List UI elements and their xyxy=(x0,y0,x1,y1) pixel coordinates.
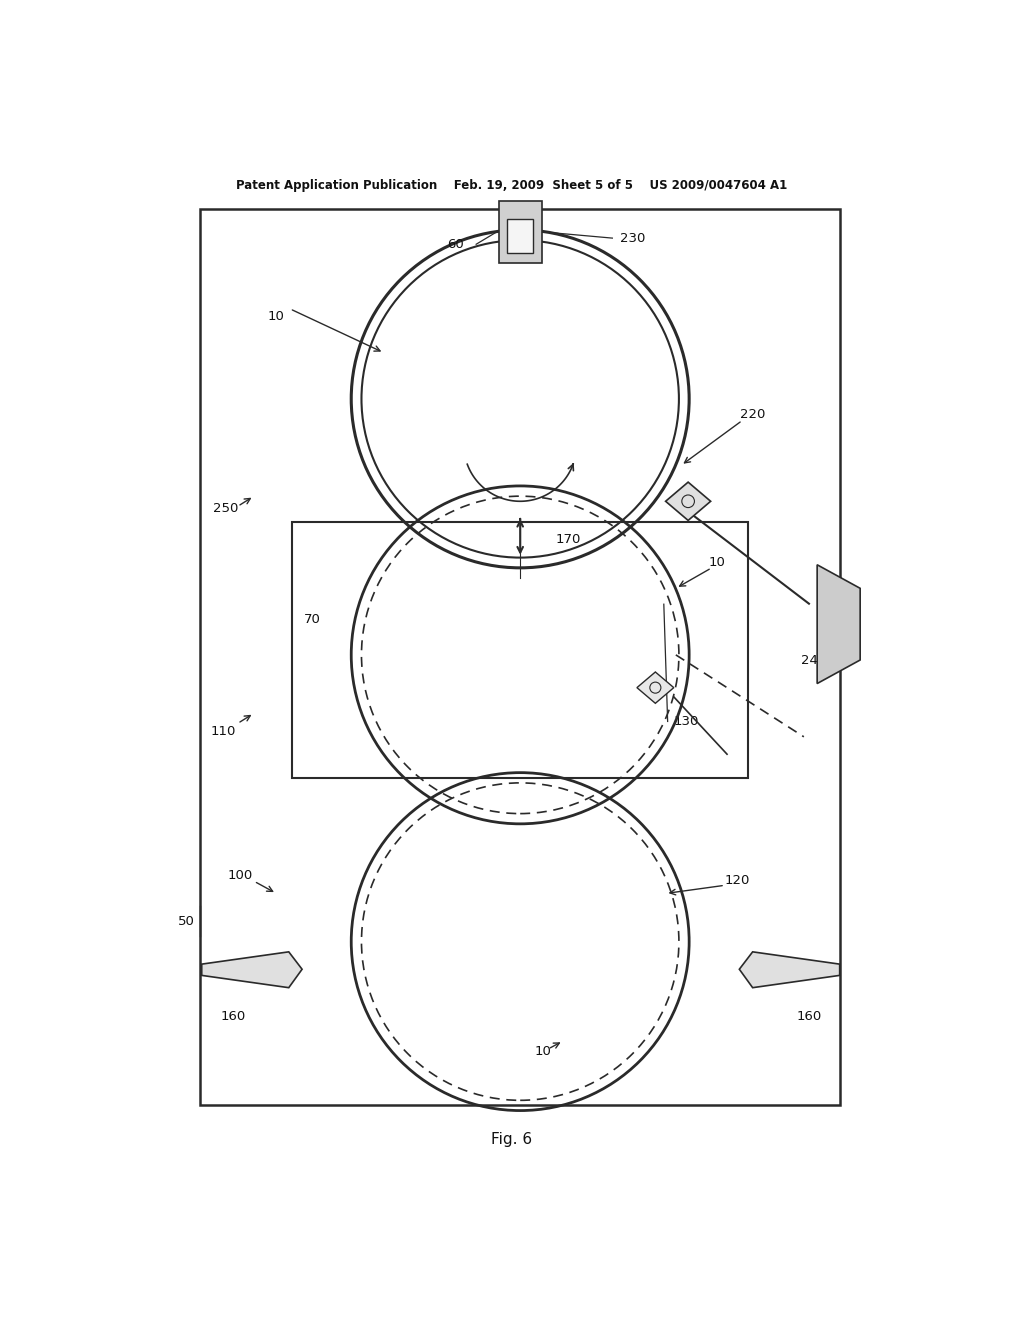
Text: 110: 110 xyxy=(211,725,236,738)
Bar xyxy=(507,219,534,253)
Text: 170: 170 xyxy=(556,533,581,545)
Bar xyxy=(292,521,748,777)
Text: 120: 120 xyxy=(725,874,750,887)
Polygon shape xyxy=(666,482,711,520)
Text: 10: 10 xyxy=(268,310,285,323)
Text: 250: 250 xyxy=(213,502,238,515)
Text: Patent Application Publication    Feb. 19, 2009  Sheet 5 of 5    US 2009/0047604: Patent Application Publication Feb. 19, … xyxy=(237,180,787,193)
Text: Fig. 6: Fig. 6 xyxy=(492,1131,532,1147)
Polygon shape xyxy=(739,952,840,987)
Polygon shape xyxy=(202,952,302,987)
Text: 70: 70 xyxy=(304,612,321,626)
Text: 160: 160 xyxy=(797,1010,821,1023)
Polygon shape xyxy=(637,672,674,704)
Text: 60: 60 xyxy=(447,238,464,251)
Polygon shape xyxy=(817,565,860,684)
Bar xyxy=(499,201,542,263)
Text: 50: 50 xyxy=(178,915,195,928)
Bar xyxy=(200,210,840,1105)
Text: 130: 130 xyxy=(674,715,698,727)
Text: 240: 240 xyxy=(802,653,826,667)
Text: 230: 230 xyxy=(621,231,645,244)
Text: 100: 100 xyxy=(228,869,253,882)
Text: 10: 10 xyxy=(535,1044,551,1057)
Text: 10: 10 xyxy=(709,556,725,569)
Text: 220: 220 xyxy=(740,408,765,421)
Text: 160: 160 xyxy=(221,1010,246,1023)
